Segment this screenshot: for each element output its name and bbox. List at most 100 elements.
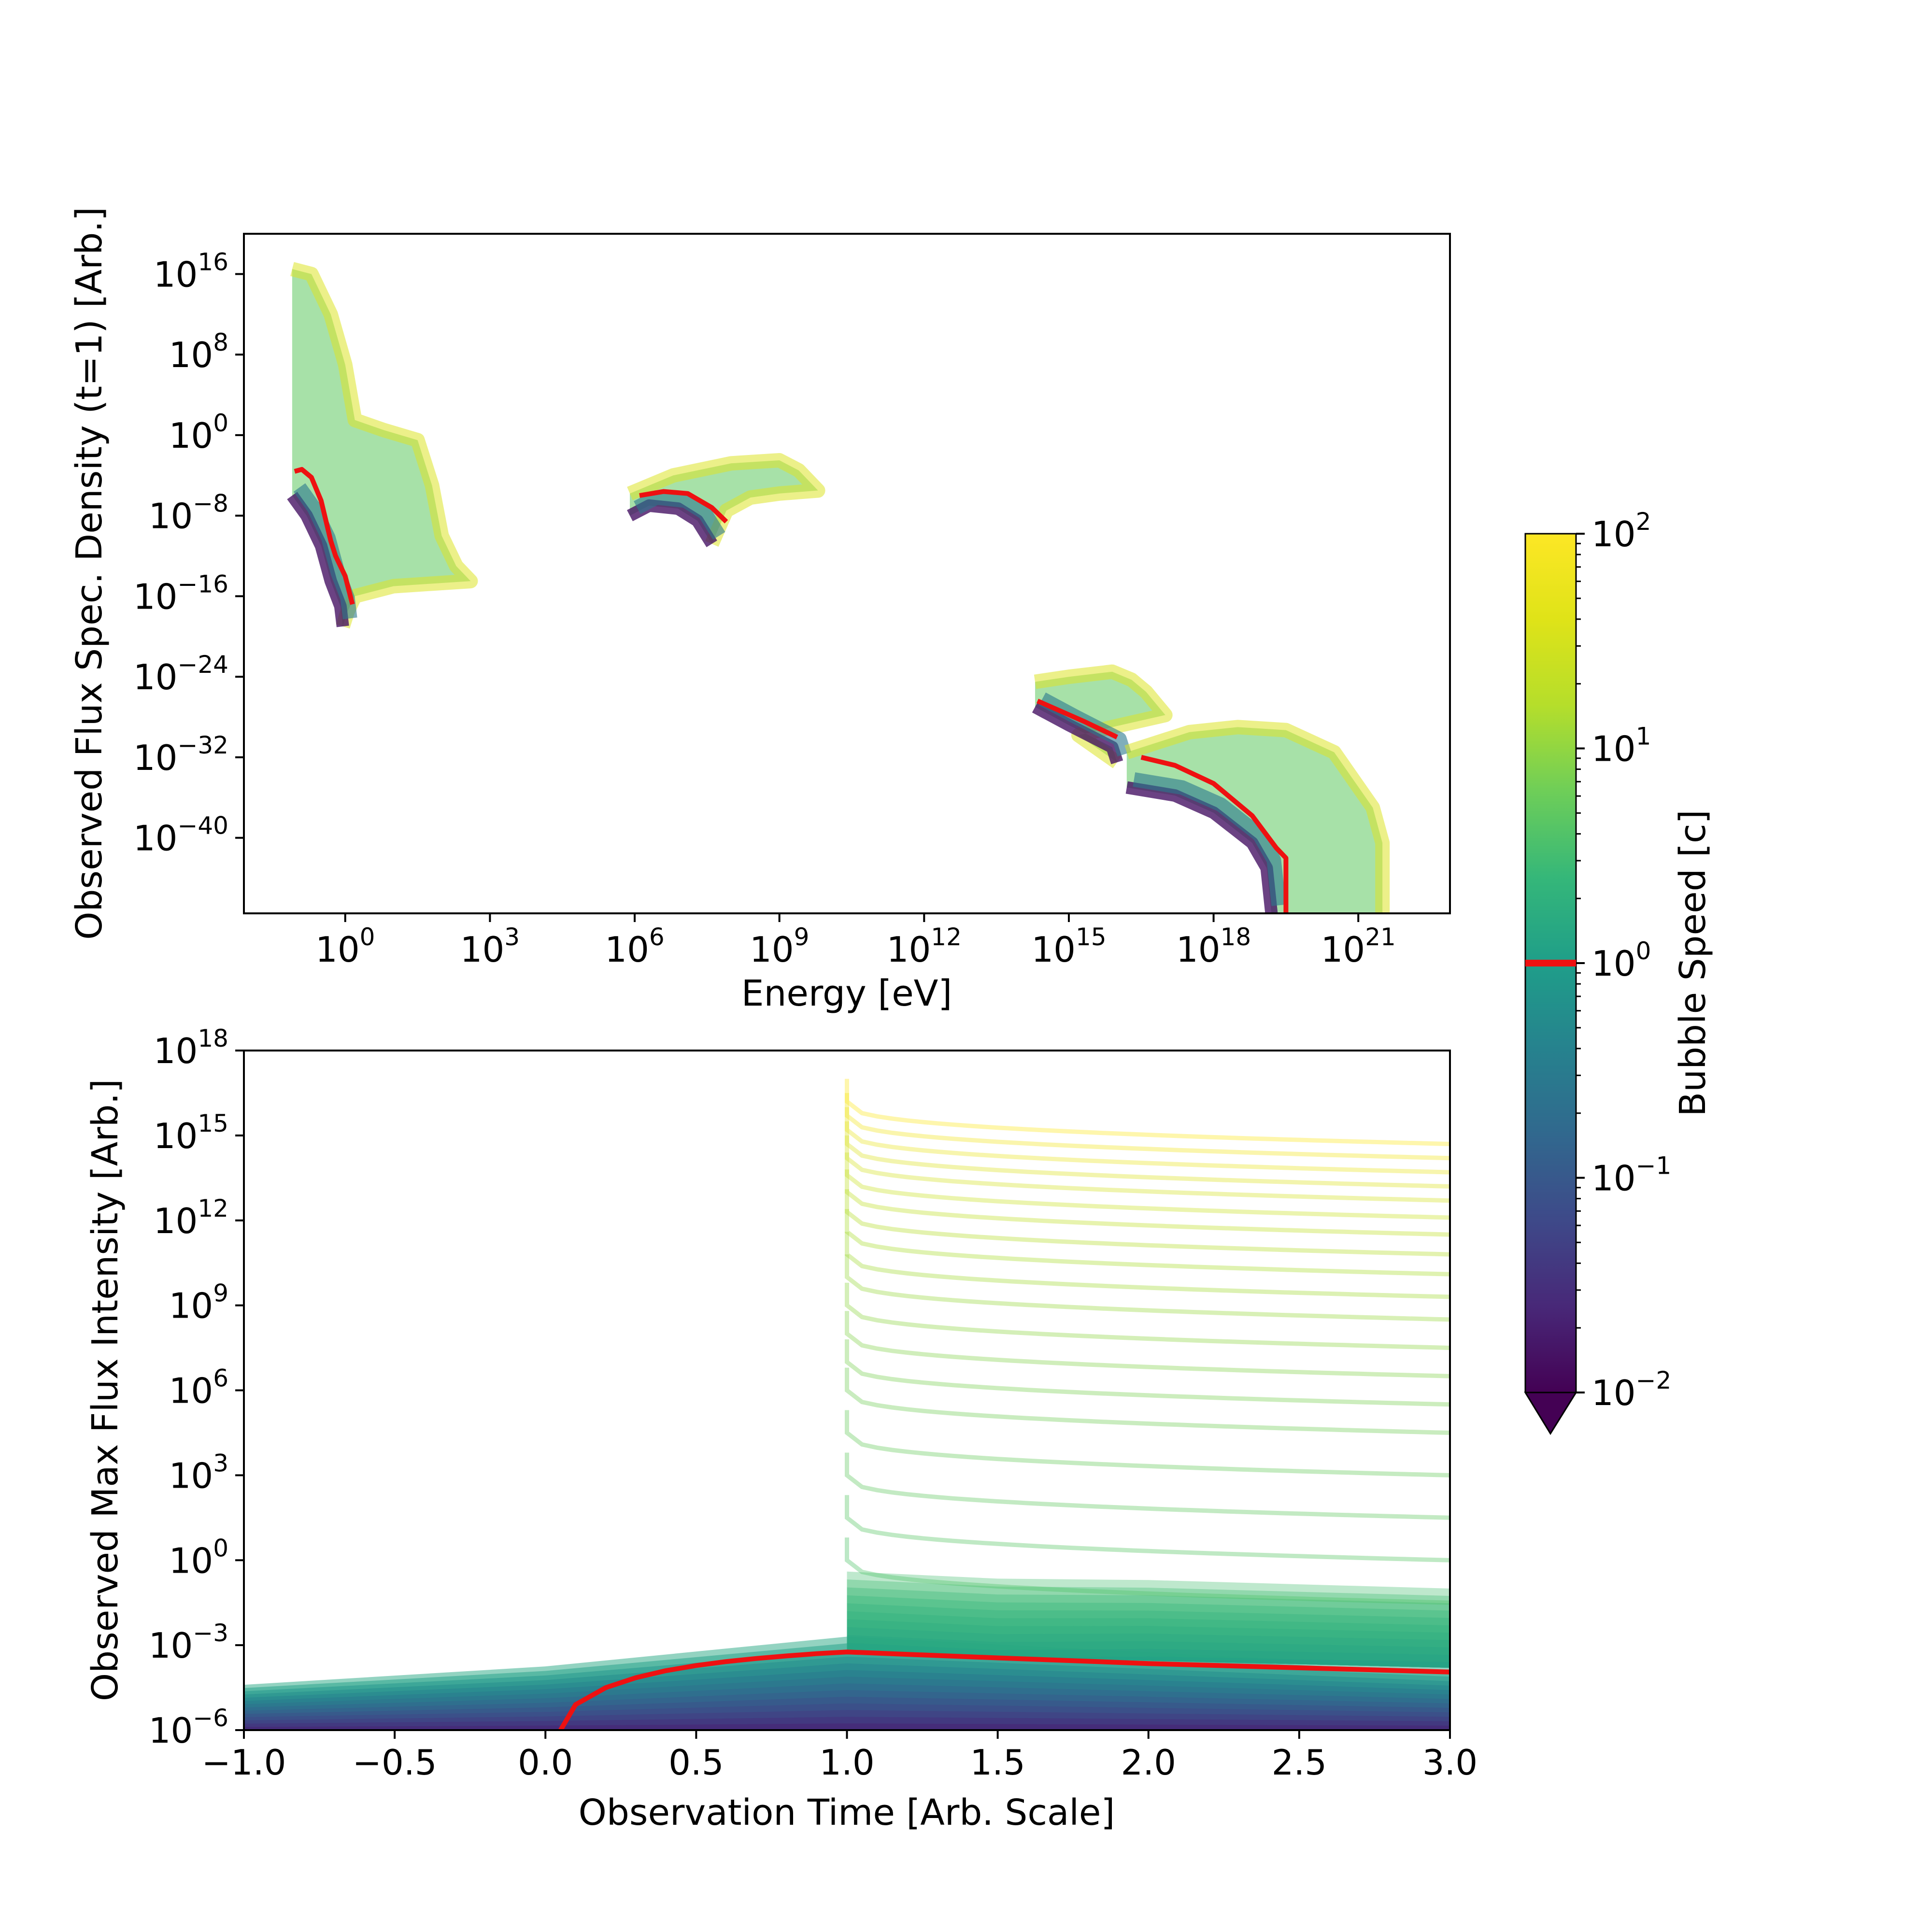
light-curve-fast-line-11 (845, 1189, 1450, 1257)
spectrum-y-tick-label: 100 (169, 409, 228, 456)
spectrum-x-tick-label: 103 (460, 923, 520, 970)
light-curve-mid-band (847, 1587, 1450, 1668)
spectrum-x-axis-label: Energy [eV] (741, 973, 952, 1014)
light-curve-panel: −1.0 −0.5 0.0 0.5 1.0 1.5 2.0 2.5 3.0 10−610−310… (85, 1024, 1477, 1833)
spectrum-axes-frame (243, 233, 1451, 914)
light-curve-y-tick-label: 109 (169, 1279, 228, 1326)
colorbar-tick-label: 101 (1591, 723, 1651, 769)
light-curve-fast-line-6 (845, 1311, 1450, 1378)
light-curve-fast-line-13 (845, 1152, 1450, 1220)
spectrum-x-ticks: 100 103 106 109 1012 1015 1018 1021 (315, 913, 1396, 970)
spectrum-band-high-edge (1124, 720, 1390, 913)
spectrum-reference-segment-1 (639, 489, 728, 524)
light-curve-y-ticks: 10−6 10−3 100 103 106 109 1012 1015 1018 (149, 1024, 244, 1751)
spectrum-reference-segment-2 (1036, 698, 1118, 739)
spectrum-y-tick-label: 10−8 (149, 490, 228, 537)
light-curve-y-tick-label: 1015 (154, 1109, 228, 1156)
light-curve-x-tick-label: −1.0 (202, 1742, 286, 1783)
spectrum-band-low-edge (287, 492, 349, 627)
light-curve-fast-line-17 (845, 1093, 1450, 1161)
spectrum-y-tick-label: 10−16 (133, 570, 228, 617)
light-curve-reference (558, 1649, 1450, 1730)
spectrum-y-axis-label: Observed Flux Spec. Density (t=1) [Arb.] (69, 207, 110, 940)
light-curve-x-ticks: −1.0 −0.5 0.0 0.5 1.0 1.5 2.0 2.5 3.0 (202, 1730, 1478, 1783)
light-curve-y-tick-label: 103 (169, 1449, 228, 1496)
spectrum-y-tick-label: 108 (169, 328, 228, 375)
light-curve-fast-line-2 (845, 1452, 1450, 1520)
light-curve-x-tick-label: 2.5 (1272, 1742, 1327, 1783)
spectrum-band-high-edge (627, 453, 825, 547)
light-curve-fast-line-7 (845, 1282, 1450, 1350)
light-curve-mid-band (847, 1643, 1450, 1668)
colorbar-tick-label: 10−2 (1591, 1366, 1671, 1413)
light-curve-fast-line-10 (845, 1209, 1450, 1277)
light-curve-mid-band (847, 1603, 1450, 1668)
light-curve-x-tick-label: 0.0 (518, 1742, 573, 1783)
spectrum-x-tick-label: 1018 (1176, 923, 1251, 970)
spectrum-band-mid-edge (1133, 772, 1286, 906)
spectrum-band-low-edge (1125, 781, 1278, 913)
colorbar-tick-label: 102 (1591, 508, 1651, 554)
light-curve-shading (244, 1571, 1450, 1730)
colorbar-tick-label: 100 (1591, 937, 1651, 984)
light-curve-fast-line-14 (845, 1135, 1450, 1203)
spectrum-y-tick-label: 10−24 (133, 651, 228, 697)
light-curve-fast-line-12 (845, 1169, 1450, 1237)
light-curve-x-axis-label: Observation Time [Arb. Scale] (579, 1792, 1115, 1833)
light-curve-fast-line-16 (845, 1107, 1450, 1175)
light-curve-x-tick-label: −0.5 (353, 1742, 437, 1783)
light-curve-x-tick-label: 1.0 (819, 1742, 875, 1783)
light-curve-x-tick-label: 3.0 (1422, 1742, 1478, 1783)
light-curve-mid-band (847, 1635, 1450, 1668)
spectrum-x-tick-label: 109 (750, 923, 809, 970)
colorbar: 102 101 100 10−1 10−2 Bubble Speed [c] (1524, 508, 1714, 1435)
light-curve-x-tick-label: 1.5 (970, 1742, 1025, 1783)
light-curve-fast-line-1 (845, 1495, 1450, 1563)
light-curve-mid-band (847, 1650, 1450, 1668)
spectrum-band-0 (287, 262, 478, 629)
spectrum-x-tick-label: 106 (605, 923, 664, 970)
light-curve-y-tick-label: 100 (169, 1534, 228, 1581)
light-curve-mid-band (847, 1571, 1450, 1668)
light-curve-y-tick-label: 10−6 (149, 1704, 228, 1751)
spectrum-x-tick-label: 1012 (887, 923, 962, 970)
light-curve-fast-line-3 (845, 1410, 1450, 1477)
spectrum-band-fill (1035, 671, 1165, 763)
spectrum-y-ticks: 1016 108 100 10−8 10−16 10−24 10−32 10−40 (133, 248, 244, 859)
spectrum-band-fill (292, 269, 471, 626)
light-curve-reference-line (558, 1649, 1450, 1730)
light-curve-fast-line-9 (845, 1232, 1450, 1299)
spectrum-y-tick-label: 1016 (154, 248, 228, 295)
light-curve-fast-line-8 (845, 1254, 1450, 1322)
spectrum-band-1 (627, 453, 825, 547)
light-curve-lines (845, 1079, 1450, 1605)
spectrum-reference-curves (294, 467, 1289, 913)
spectrum-band-mid-edge (634, 490, 725, 540)
spectrum-reference-segment-0 (294, 467, 355, 605)
light-curve-y-tick-label: 106 (169, 1364, 228, 1411)
spectrum-y-tick-label: 10−40 (133, 812, 228, 859)
spectrum-y-tick-label: 10−32 (133, 731, 228, 778)
spectrum-reference-segment-3 (1140, 755, 1289, 913)
light-curve-mid-band (847, 1627, 1450, 1668)
light-curve-fast-line-5 (845, 1339, 1450, 1407)
light-curve-fast-line-4 (845, 1367, 1450, 1435)
spectrum-x-tick-label: 1021 (1321, 923, 1396, 970)
light-curve-x-tick-label: 2.0 (1121, 1742, 1176, 1783)
light-curve-mid-band (847, 1595, 1450, 1668)
light-curve-fast-line-15 (845, 1121, 1450, 1189)
light-curve-fast-line-18 (845, 1079, 1450, 1146)
colorbar-ticks: 102 101 100 10−1 10−2 (1576, 508, 1671, 1413)
light-curve-y-tick-label: 1012 (154, 1194, 228, 1241)
light-curve-y-tick-label: 1018 (154, 1024, 228, 1071)
light-curve-mid-band (847, 1579, 1450, 1668)
colorbar-label: Bubble Speed [c] (1672, 810, 1714, 1116)
spectrum-band-high-edge (290, 262, 478, 629)
light-curve-y-axis-label: Observed Max Flux Intensity [Arb.] (85, 1079, 126, 1701)
light-curve-fast-line-0 (845, 1537, 1450, 1605)
spectrum-x-tick-label: 100 (315, 923, 375, 970)
light-curve-mid-band (847, 1611, 1450, 1668)
light-curve-x-tick-label: 0.5 (668, 1742, 724, 1783)
colorbar-tick-label: 10−1 (1591, 1152, 1671, 1199)
